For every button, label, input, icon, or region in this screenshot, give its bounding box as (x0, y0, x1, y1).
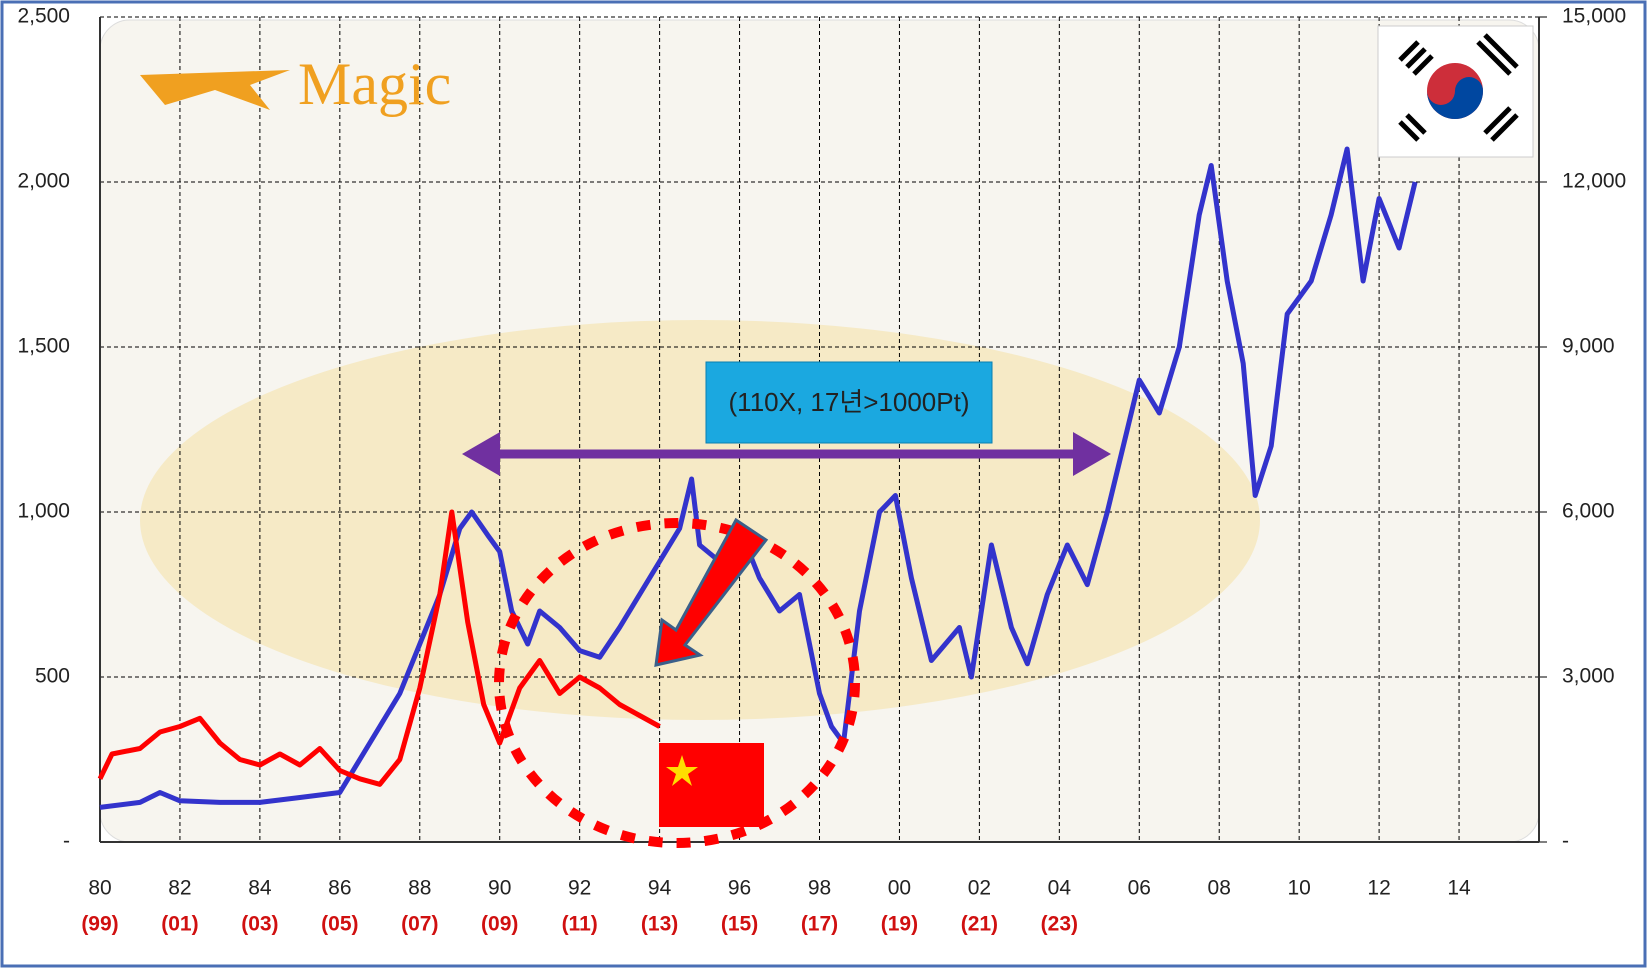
y-tick-label: 2,500 (17, 5, 70, 28)
y-tick-label: 500 (35, 665, 70, 688)
x-tick-label: 92 (568, 877, 591, 900)
x-sub-label: (09) (481, 913, 518, 936)
y-tick-label: 1,500 (17, 335, 70, 358)
series-line (97, 509, 661, 787)
y-tick-label: - (63, 830, 70, 853)
x-tick-label: 90 (488, 877, 511, 900)
china-flag-star (666, 755, 698, 786)
x-tick-label: 14 (1447, 877, 1471, 900)
x-tick-label: 80 (88, 877, 111, 900)
y2-tick-label: - (1562, 830, 1569, 853)
x-tick-label: 82 (168, 877, 191, 900)
x-tick-label: 84 (248, 877, 272, 900)
y2-tick-label: 12,000 (1562, 170, 1626, 193)
korea-flag-bars (1398, 33, 1519, 142)
x-sub-label: (23) (1041, 913, 1078, 936)
annotation: (110X, 17년>1000Pt) (729, 387, 970, 417)
x-sub-label: (03) (241, 913, 278, 936)
y-tick-label: 2,000 (17, 170, 70, 193)
x-sub-label: (21) (961, 913, 998, 936)
x-tick-label: 12 (1367, 877, 1390, 900)
x-tick-label: 98 (808, 877, 831, 900)
x-sub-label: (17) (801, 913, 838, 936)
y-tick-label: 1,000 (17, 500, 70, 523)
y2-tick-label: 6,000 (1562, 500, 1615, 523)
annotation-box (705, 361, 993, 444)
y2-tick-label: 3,000 (1562, 665, 1615, 688)
y2-tick-label: 15,000 (1562, 5, 1626, 28)
x-tick-label: 00 (888, 877, 911, 900)
logo-star (140, 70, 290, 110)
korea-flag-yin (1427, 77, 1483, 119)
y2-tick-label: 9,000 (1562, 335, 1615, 358)
x-sub-label: (01) (161, 913, 198, 936)
x-tick-label: 96 (728, 877, 751, 900)
x-tick-label: 06 (1128, 877, 1151, 900)
china-flag (659, 743, 764, 827)
down-arrow (654, 517, 769, 667)
x-tick-label: 10 (1287, 877, 1310, 900)
logo: Magic (298, 51, 451, 117)
x-sub-label: (19) (881, 913, 918, 936)
x-sub-label: (07) (401, 913, 438, 936)
series-line (99, 146, 1418, 810)
x-sub-label: (15) (721, 913, 758, 936)
x-sub-label: (05) (321, 913, 358, 936)
x-tick-label: 94 (648, 877, 672, 900)
x-tick-label: 08 (1208, 877, 1231, 900)
dotted-circle (494, 518, 860, 848)
x-sub-label: (99) (81, 913, 118, 936)
x-tick-label: 86 (328, 877, 351, 900)
x-sub-label: (13) (641, 913, 678, 936)
x-tick-label: 88 (408, 877, 431, 900)
x-tick-label: 02 (968, 877, 991, 900)
x-sub-label: (11) (562, 913, 598, 936)
x-tick-label: 04 (1048, 877, 1072, 900)
